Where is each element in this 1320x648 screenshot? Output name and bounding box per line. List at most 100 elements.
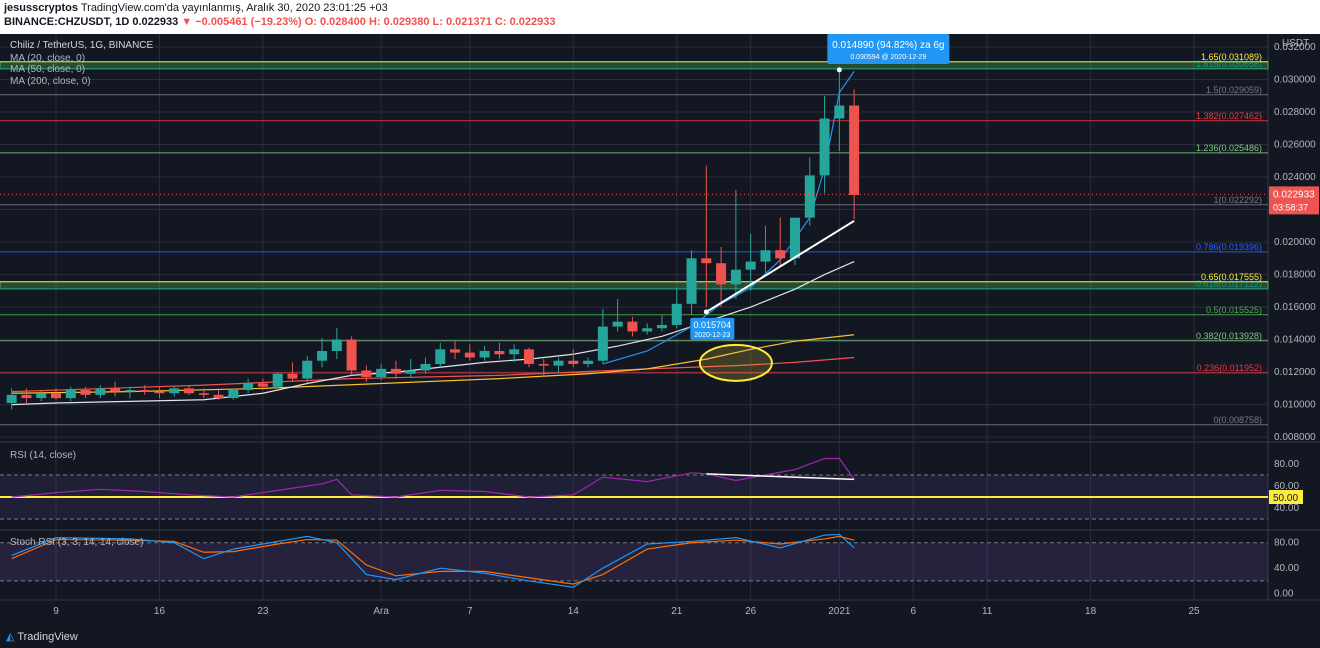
fib-level-label: 1.65(0.031089) xyxy=(1201,52,1262,62)
fib-zone xyxy=(0,281,1269,290)
callout-point xyxy=(836,67,842,73)
ma-red-line xyxy=(11,356,855,393)
candle-body xyxy=(538,363,549,366)
chart-area[interactable]: 9 16 23 Ara 7 14 21 26 2021 6 11 18 25 0.008000 0.0100… xyxy=(0,34,1320,624)
current-price-label: 0.022933 xyxy=(1273,189,1315,200)
candle-body xyxy=(642,328,653,332)
x-tick-label: Ara xyxy=(373,606,389,617)
candle-body xyxy=(583,360,594,364)
y-tick-label: 0.012000 xyxy=(1274,367,1316,378)
candle-body xyxy=(361,370,372,377)
rsi-tick-label: 60.00 xyxy=(1274,481,1299,492)
y-tick-label: 0.026000 xyxy=(1274,140,1316,151)
y-tick-label: 0.030000 xyxy=(1274,75,1316,86)
candle-body xyxy=(154,391,165,394)
candle-body xyxy=(390,368,401,374)
fib-level-label: 1.618(0.030656) xyxy=(1196,59,1262,69)
callout-high-detail: 0.030594 @ 2020-12-29 xyxy=(850,54,926,61)
symbol-info: BINANCE:CHZUSDT, 1D xyxy=(4,16,130,28)
publish-info: TradingView.com'da yayınlanmış, Aralık 3… xyxy=(80,2,388,14)
candle-body xyxy=(376,368,387,377)
candle-body xyxy=(819,118,830,176)
y-unit-label: USDT xyxy=(1282,38,1309,49)
legend-title: Chiliz / TetherUS, 1G, BINANCE xyxy=(10,40,154,51)
stoch-band-fill xyxy=(0,542,1268,581)
y-tick-label: 0.020000 xyxy=(1274,237,1316,248)
fib-level-label: 1.382(0.027462) xyxy=(1196,111,1262,121)
callout-low-price: 0.015704 xyxy=(694,320,732,330)
x-tick-label: 23 xyxy=(257,606,269,617)
candle-body xyxy=(494,350,505,355)
stoch-tick-label: 80.00 xyxy=(1274,538,1299,549)
x-tick-label: 21 xyxy=(671,606,683,617)
x-tick-label: 9 xyxy=(53,606,59,617)
trendline xyxy=(705,220,855,313)
candle-body xyxy=(184,388,195,394)
fib-level-label: 0.5(0.015525) xyxy=(1206,305,1262,315)
candle-body xyxy=(435,349,446,364)
candle-body xyxy=(716,263,727,285)
tradingview-logo[interactable]: ◭ TradingView xyxy=(6,631,78,643)
publish-line: jesusscryptos TradingView.com'da yayınla… xyxy=(4,2,388,14)
callout-box xyxy=(827,34,950,64)
author-name[interactable]: jesusscryptos xyxy=(4,2,78,14)
candle-body xyxy=(760,250,771,262)
candle-body xyxy=(228,389,239,399)
legend-ma20: MA (20, close, 0) xyxy=(10,53,85,64)
candle-body xyxy=(627,321,638,332)
candle-body xyxy=(509,349,520,355)
y-tick-label: 0.018000 xyxy=(1274,270,1316,281)
fib-level-label: 1.5(0.029059) xyxy=(1206,85,1262,95)
down-triangle-icon: ▼ xyxy=(181,16,193,28)
chart-svg[interactable]: 9 16 23 Ara 7 14 21 26 2021 6 11 18 25 0.008000 0.0100… xyxy=(0,34,1320,624)
candle-body xyxy=(775,250,786,259)
callout-low-date: 2020-12-23 xyxy=(694,332,730,339)
callout-high-change: 0.014890 (94.82%) za 6g xyxy=(832,40,944,51)
ohlc-values: O: 0.028400 H: 0.029380 L: 0.021371 C: 0… xyxy=(304,16,556,28)
publish-header: jesusscryptos TradingView.com'da yayınla… xyxy=(0,0,1320,34)
highlight-ellipse xyxy=(698,343,773,382)
callout-box xyxy=(690,317,735,340)
bar-countdown: 03:58:37 xyxy=(1273,202,1308,212)
candle-body xyxy=(21,394,32,399)
candle-body xyxy=(790,217,800,259)
candle-body xyxy=(671,303,682,325)
candle-body xyxy=(420,363,431,371)
footer: ◭ TradingView xyxy=(0,624,1320,648)
candle-body xyxy=(849,105,860,195)
rsi-midline-badge xyxy=(1269,490,1303,504)
fib-level-label: 1.236(0.025486) xyxy=(1196,143,1262,153)
candle-body xyxy=(701,258,712,264)
y-tick-label: 0.028000 xyxy=(1274,107,1316,118)
fib-zone xyxy=(0,61,1269,70)
fib-level-label: 0.65(0.017555) xyxy=(1201,272,1262,282)
candle-body xyxy=(612,321,623,327)
candle-body xyxy=(553,360,564,366)
x-tick-label: 11 xyxy=(982,606,993,617)
current-price-box xyxy=(1269,186,1319,215)
fib-level-label: 0.382(0.013928) xyxy=(1196,331,1262,341)
candle-body xyxy=(124,389,135,392)
x-tick-label: 18 xyxy=(1085,606,1097,617)
rsi-divergence-line xyxy=(706,473,855,481)
x-tick-label: 7 xyxy=(467,606,473,617)
candle-body xyxy=(730,269,741,285)
candle-body xyxy=(139,389,150,392)
tradingview-logo-icon: ◭ xyxy=(6,631,15,643)
stoch-tick-label: 40.00 xyxy=(1274,563,1299,574)
ma20-line xyxy=(11,261,855,406)
rsi-title: RSI (14, close) xyxy=(10,450,76,461)
candle-body xyxy=(213,394,224,399)
candle-body xyxy=(479,350,490,358)
candle-body xyxy=(243,383,254,390)
fib-level-label: 1(0.022292) xyxy=(1213,195,1262,205)
x-tick-label: 26 xyxy=(745,606,757,617)
x-tick-label: 16 xyxy=(154,606,166,617)
last-price: 0.022933 xyxy=(132,16,179,28)
x-tick-label: 6 xyxy=(910,606,916,617)
rsi-tick-label: 80.00 xyxy=(1274,459,1299,470)
candle-body xyxy=(169,388,180,394)
candle-body xyxy=(834,105,845,119)
candle-body xyxy=(272,373,283,387)
candle-body xyxy=(686,258,697,304)
